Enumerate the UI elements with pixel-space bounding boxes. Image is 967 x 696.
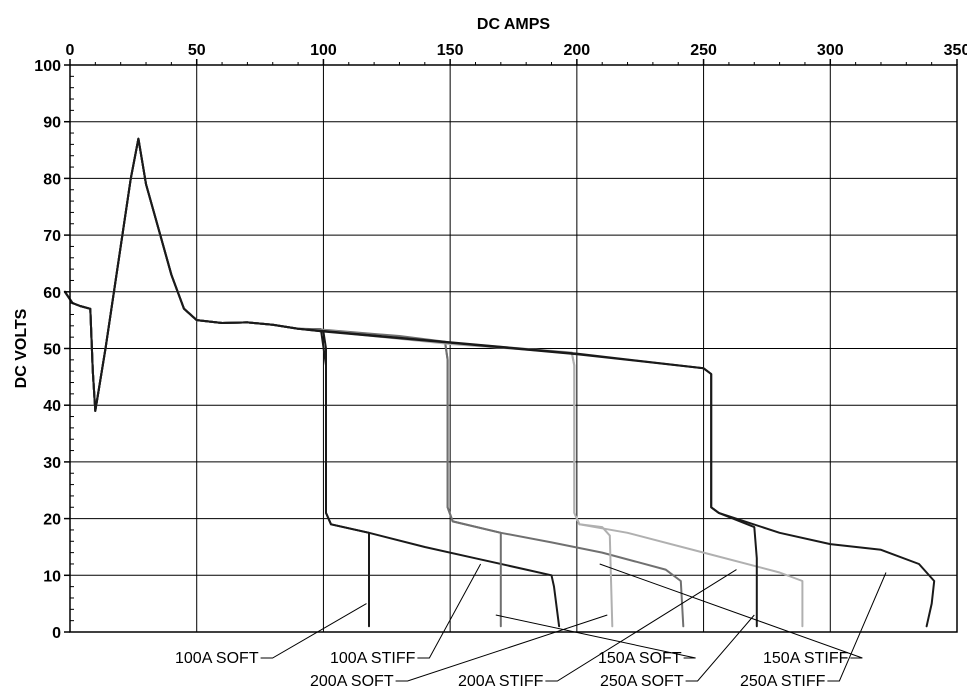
y-tick-label: 60	[43, 285, 61, 302]
callout-leader-200a-stiff	[545, 569, 737, 682]
callout-label-150a-soft: 150A SOFT	[598, 650, 682, 667]
callout-label-150a-stiff: 150A STIFF	[763, 650, 849, 667]
x-tick-label: 350	[944, 42, 967, 59]
y-tick-label: 40	[43, 398, 61, 415]
y-tick-label: 20	[43, 512, 61, 529]
y-tick-label: 90	[43, 115, 61, 132]
callout-label-250a-soft: 250A SOFT	[600, 673, 684, 690]
y-tick-label: 0	[52, 625, 61, 642]
callout-leader-250a-stiff	[827, 572, 887, 682]
x-tick-label: 100	[310, 42, 337, 59]
callout-label-100a-stiff: 100A STIFF	[330, 650, 416, 667]
x-tick-label: 50	[188, 42, 206, 59]
series-line-250a-soft	[63, 137, 758, 628]
chart-curves	[63, 137, 936, 628]
callout-leader-100a-stiff	[417, 563, 482, 659]
y-tick-label: 30	[43, 455, 61, 472]
series-line-150a-stiff	[63, 137, 685, 628]
chart-callouts: 100A SOFT 100A STIFF 150A SOFT 150A STIFF 20…	[175, 563, 887, 690]
x-tick-label: 200	[564, 42, 591, 59]
y-tick-label: 70	[43, 228, 61, 245]
callout-label-250a-stiff: 250A STIFF	[740, 673, 826, 690]
series-line-200a-stiff	[63, 137, 804, 628]
series-line-250a-stiff	[63, 137, 936, 628]
y-tick-label: 100	[34, 58, 61, 75]
callout-leader-200a-soft	[395, 614, 608, 682]
callout-leader-150a-stiff	[599, 563, 863, 659]
x-tick-label: 0	[66, 42, 75, 59]
y-axis-title: DC VOLTS	[13, 308, 30, 388]
y-tick-label: 80	[43, 171, 61, 188]
y-tick-label: 50	[43, 342, 61, 359]
x-tick-label: 250	[690, 42, 717, 59]
callout-label-200a-stiff: 200A STIFF	[458, 673, 544, 690]
x-axis-title: DC AMPS	[477, 16, 551, 33]
series-line-150a-soft	[63, 137, 502, 628]
chart-ticks: 0 50 100 150 200 250 300 350 0 10 20 30 40 50 60 70 80 90…	[34, 42, 967, 642]
x-tick-label: 300	[817, 42, 844, 59]
x-tick-label: 150	[437, 42, 464, 59]
series-line-200a-soft	[63, 137, 614, 628]
callout-leader-150a-soft	[495, 614, 696, 659]
series-line-100a-stiff	[63, 137, 561, 628]
y-tick-label: 10	[43, 568, 61, 585]
callout-label-200a-soft: 200A SOFT	[310, 673, 394, 690]
chart-grid	[70, 65, 957, 632]
callout-leader-250a-soft	[685, 614, 755, 682]
callout-label-100a-soft: 100A SOFT	[175, 650, 259, 667]
callout-leader-100a-soft	[260, 603, 367, 659]
